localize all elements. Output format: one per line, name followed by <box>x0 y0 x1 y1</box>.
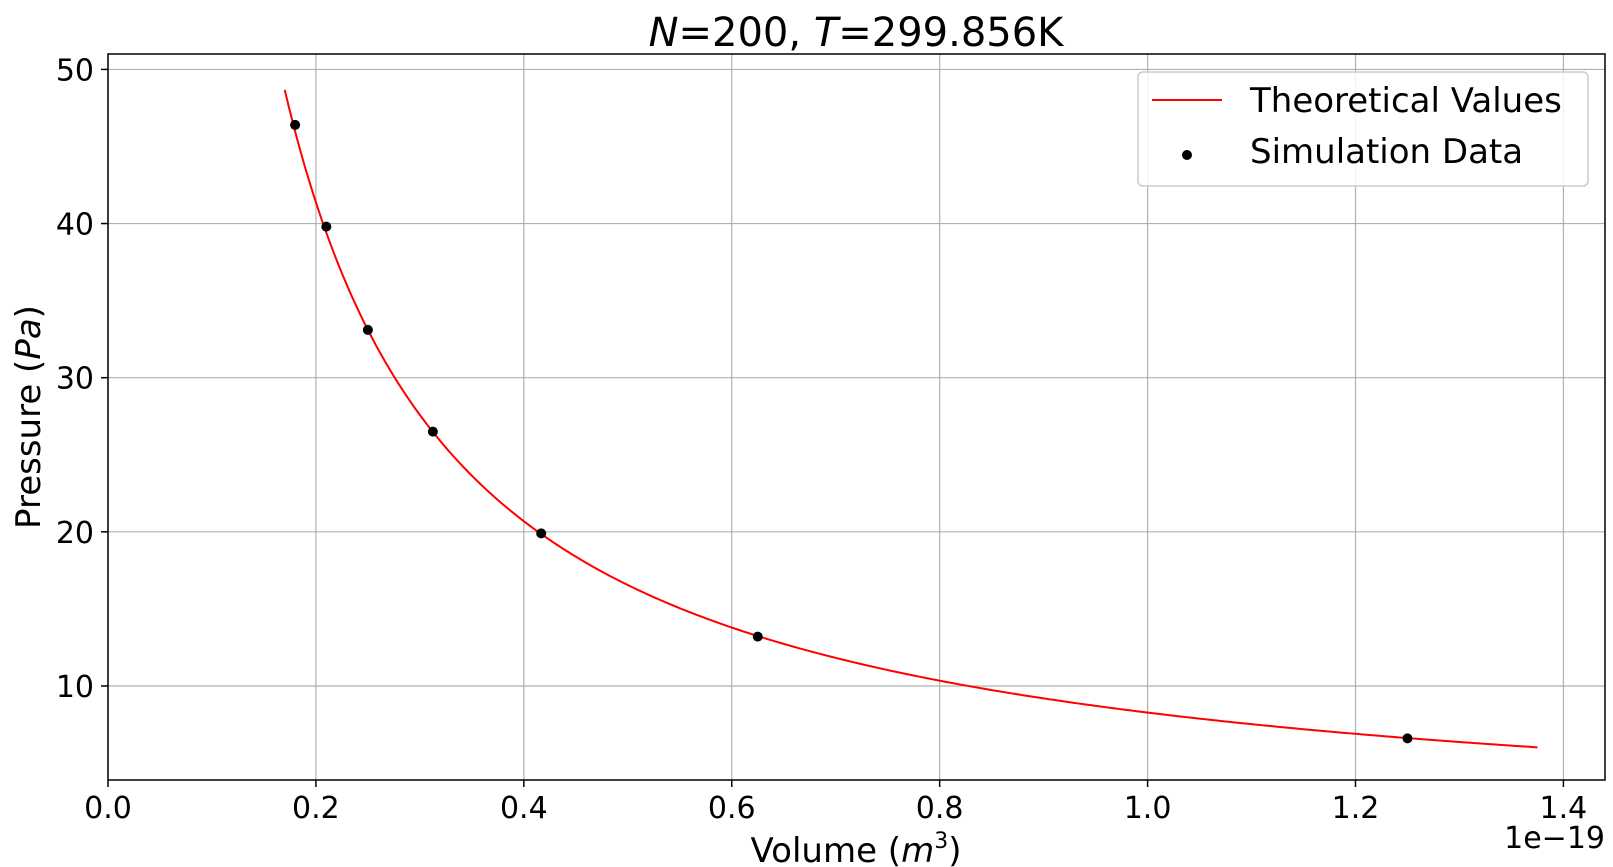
theoretical-values-line <box>283 89 1538 749</box>
y-tick-label: 20 <box>56 516 94 551</box>
chart-title: N=200, T=299.856K <box>649 10 1066 56</box>
legend-dot-marker <box>1182 150 1192 160</box>
axis-ticks: 0.0 0.2 0.4 0.6 0.8 1.0 1.2 1.4 10 20 30 40 50 <box>56 53 1587 826</box>
simulation-data-point <box>536 528 547 539</box>
x-tick-label: 1.2 <box>1332 791 1380 826</box>
legend-label-theoretical: Theoretical Values <box>1249 81 1562 121</box>
axes-frame <box>107 53 1606 781</box>
legend-label-simulation: Simulation Data <box>1250 132 1523 172</box>
simulation-data-point <box>752 631 763 642</box>
legend: Theoretical Values Simulation Data <box>1137 71 1589 187</box>
x-axis-label: Volume (m3) <box>751 829 962 867</box>
simulation-data-point <box>427 426 438 437</box>
x-tick-label: 0.6 <box>708 791 756 826</box>
x-tick-label: 1.0 <box>1124 791 1172 826</box>
simulation-data-point <box>1402 733 1413 744</box>
y-tick-label: 10 <box>56 670 94 705</box>
legend-box <box>1137 71 1589 187</box>
plot-area <box>283 89 1538 749</box>
y-tick-label: 30 <box>56 362 94 397</box>
simulation-data-point <box>290 119 301 130</box>
x-tick-label: 0.4 <box>500 791 548 826</box>
y-axis-label: Pressure (Pa) <box>9 305 49 529</box>
simulation-data-point <box>362 324 373 335</box>
y-tick-label: 50 <box>56 53 94 88</box>
y-tick-label: 40 <box>56 208 94 243</box>
simulation-data-point <box>321 221 332 232</box>
x-tick-label: 1.4 <box>1540 791 1588 826</box>
x-tick-label: 0.2 <box>292 791 340 826</box>
x-axis-offset-text: 1e−19 <box>1504 821 1605 856</box>
x-tick-label: 0.8 <box>916 791 964 826</box>
x-tick-label: 0.0 <box>84 791 132 826</box>
